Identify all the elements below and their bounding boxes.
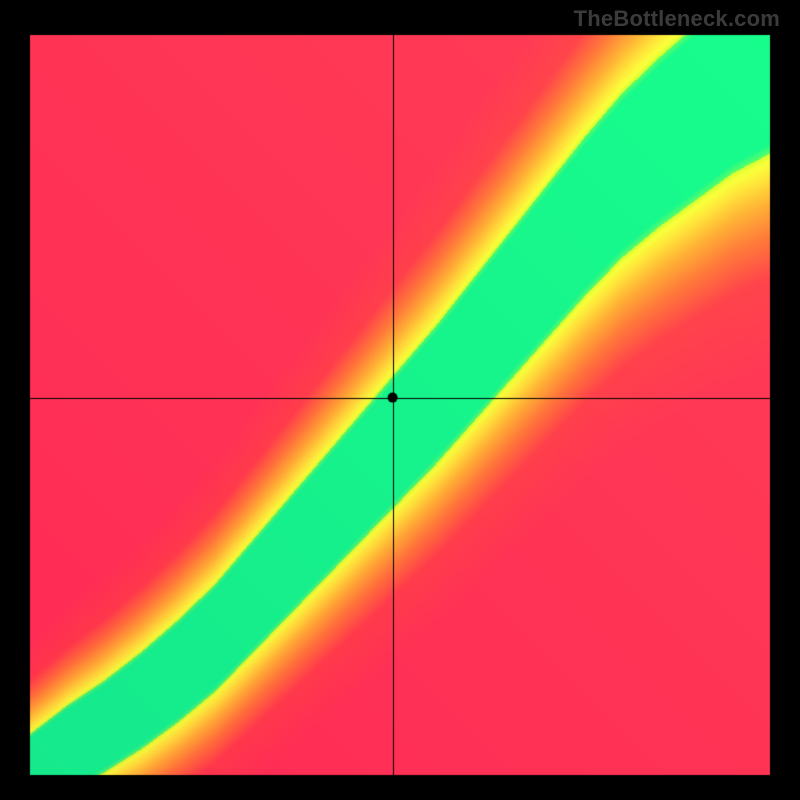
- chart-container: TheBottleneck.com: [0, 0, 800, 800]
- bottleneck-heatmap-canvas: [0, 0, 800, 800]
- watermark-text: TheBottleneck.com: [574, 6, 780, 32]
